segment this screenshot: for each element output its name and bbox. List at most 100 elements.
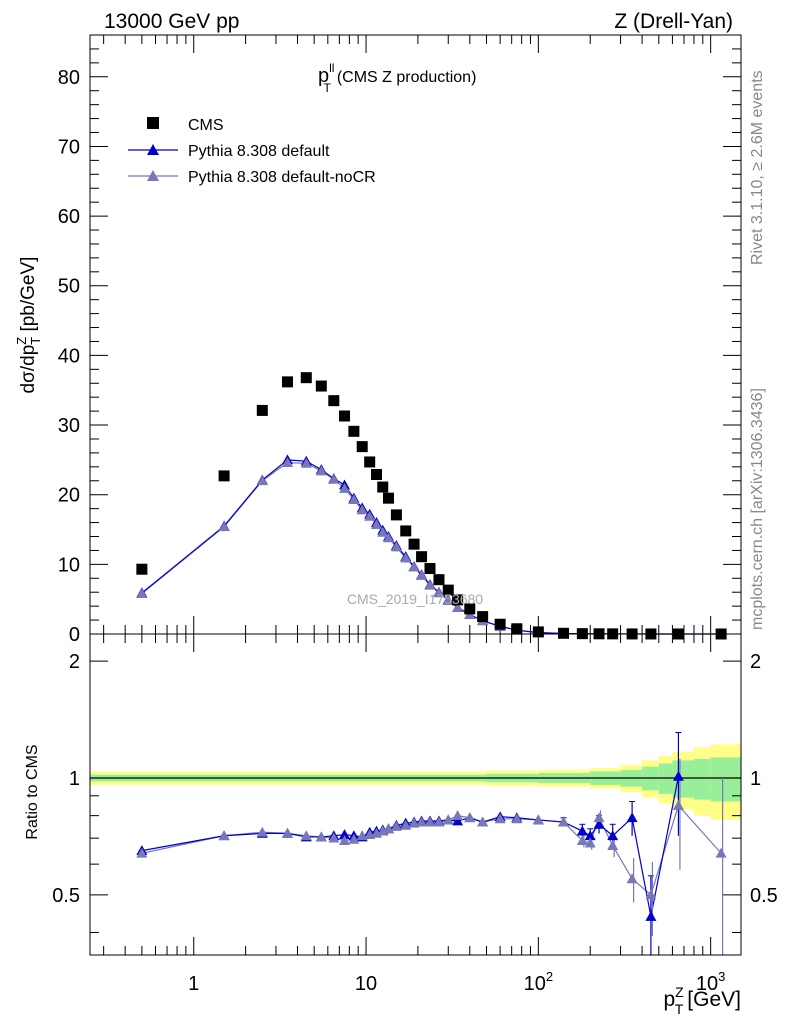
point-nocr [408, 561, 420, 572]
ratio-point-nocr [328, 832, 340, 843]
band-inner [658, 763, 673, 794]
ratio-point-nocr [532, 814, 544, 825]
point-nocr [136, 588, 148, 599]
main-y-tick-label: 60 [58, 206, 80, 228]
point-cms [442, 584, 454, 596]
ratio-point-default [576, 825, 588, 836]
point-cms [371, 468, 383, 480]
ratio-point-nocr [416, 816, 428, 827]
point-cms [390, 509, 402, 521]
x-axis-label-unit: [GeV] [687, 988, 741, 1011]
ratio-point-default [339, 829, 351, 839]
point-nocr [433, 587, 445, 598]
ratio-point-nocr [390, 821, 402, 831]
ratio-point-nocr [315, 831, 327, 842]
point-cms [558, 627, 570, 639]
ratio-point-nocr [464, 812, 476, 823]
point-cms [532, 626, 544, 638]
point-nocr [300, 457, 312, 468]
point-cms [377, 481, 389, 493]
point-cms [408, 538, 420, 550]
ratio-point-nocr [442, 814, 454, 825]
main-y-tick-label: 40 [58, 345, 80, 367]
point-cms [416, 551, 428, 563]
ratio-point-nocr [136, 847, 148, 858]
point-nocr [339, 482, 351, 493]
point-cms [433, 574, 445, 586]
ratio-y-tick-label-right: 1 [750, 768, 761, 790]
source-label: mcplots.cern.ch [arXiv:1306.3436] [749, 388, 766, 630]
legend: CMS Pythia 8.308 default Pythia 8.308 de… [128, 117, 376, 186]
ratio-point-default [607, 830, 619, 841]
ratio-line-default [141, 776, 680, 917]
legend-marker-cms [147, 117, 159, 129]
point-cms [452, 594, 464, 606]
ratio-point-default [672, 770, 684, 781]
watermark: CMS_2019_I1753680 [347, 591, 483, 607]
ratio-point-nocr [584, 837, 596, 848]
ratio-axis-ticks: 1 10 102 103 0.5 0.5 1 1 2 2 [52, 634, 778, 995]
band-inner [693, 758, 711, 800]
point-cms [511, 623, 523, 635]
energy-label: 13000 GeV pp [104, 10, 239, 33]
ratio-point-nocr [218, 830, 230, 841]
point-nocr [377, 526, 389, 537]
point-nocr [218, 521, 230, 532]
legend-marker-default [147, 144, 159, 155]
legend-marker-nocr [147, 170, 159, 181]
point-cms [356, 441, 368, 453]
x-tick-label: 1 [188, 973, 199, 995]
main-y-axis-label: dσ/dpZT [pb/GeV] [14, 257, 43, 394]
ratio-point-nocr [339, 835, 351, 845]
ratio-point-default [626, 812, 638, 823]
main-y-tick-label: 30 [58, 415, 80, 437]
main-y-tick-label: 80 [58, 67, 80, 89]
point-nocr [442, 595, 454, 605]
rivet-label: Rivet 3.1.10, ≥ 2.6M events [749, 70, 766, 265]
ratio-point-nocr [645, 889, 657, 900]
main-y-tick-label: 10 [58, 554, 80, 576]
point-cms [400, 525, 412, 537]
x-tick-label: 10 [355, 973, 377, 995]
band-inner [672, 760, 694, 798]
point-nocr [256, 475, 268, 486]
point-cms [364, 456, 376, 468]
main-y-tick-label: 70 [58, 136, 80, 158]
main-axis-ticks: 0 10 20 30 40 50 60 70 80 [58, 35, 741, 646]
point-nocr [383, 532, 395, 543]
point-cms [348, 425, 360, 437]
point-cms [424, 563, 436, 575]
point-cms [300, 372, 312, 384]
point-cms [339, 410, 351, 422]
ratio-point-nocr [408, 817, 420, 828]
ratio-point-nocr [576, 835, 588, 845]
ratio-point-default [645, 910, 657, 921]
point-nocr [364, 510, 376, 521]
ratio-point-nocr [607, 840, 619, 850]
point-nocr [424, 579, 436, 590]
plot-title-sup: ll [329, 61, 334, 75]
uncertainty-bands [90, 744, 741, 820]
plot-title-main: p [318, 65, 329, 87]
point-cms [464, 603, 476, 615]
ratio-point-nocr [433, 816, 445, 827]
point-cms [315, 380, 327, 392]
ratio-y-axis-label: Ratio to CMS [24, 744, 41, 839]
plot-title: pll T (CMS Z production) [318, 61, 476, 95]
series-line-default [141, 459, 722, 635]
ratio-point-default [593, 818, 605, 829]
ratio-point-nocr [494, 813, 506, 824]
ratio-y-tick-label-right: 2 [750, 651, 761, 673]
ratio-point-nocr [256, 826, 268, 837]
ratio-point-nocr [400, 819, 412, 830]
process-label: Z (Drell-Yan) [614, 10, 733, 33]
ratio-point-nocr [511, 813, 523, 824]
main-panel: 0 10 20 30 40 50 60 70 80 CMS_2019_I1753680 pll T… [14, 34, 742, 646]
point-cms [256, 404, 268, 416]
ratio-y-tick-label: 2 [69, 651, 80, 673]
ratio-frame [89, 633, 742, 956]
x-axis-label: pZ T [GeV] [663, 984, 741, 1017]
point-cms [281, 376, 293, 388]
x-axis-label-main: p [663, 988, 675, 1011]
ratio-point-nocr [281, 827, 293, 838]
